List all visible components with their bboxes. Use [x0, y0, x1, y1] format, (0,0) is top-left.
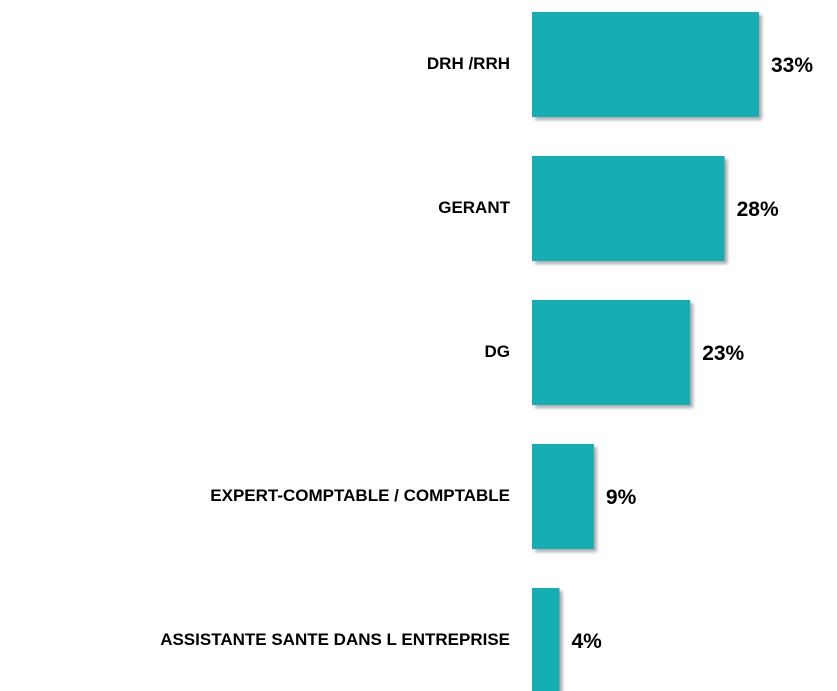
- value-label: 23%: [702, 342, 744, 365]
- value-label: 28%: [737, 198, 779, 221]
- bar: [532, 12, 759, 117]
- value-label: 33%: [771, 54, 813, 77]
- bar: [532, 300, 691, 405]
- bar: [532, 588, 560, 691]
- category-label: DG: [485, 342, 511, 361]
- category-label: GERANT: [438, 198, 510, 217]
- value-label: 9%: [606, 486, 637, 509]
- bar: [532, 156, 725, 261]
- category-label: ASSISTANTE SANTE DANS L ENTREPRISE: [160, 630, 510, 649]
- bar: [532, 444, 594, 549]
- category-label: DRH /RRH: [427, 54, 510, 73]
- value-label: 4%: [572, 630, 603, 653]
- category-label: EXPERT-COMPTABLE / COMPTABLE: [210, 486, 510, 505]
